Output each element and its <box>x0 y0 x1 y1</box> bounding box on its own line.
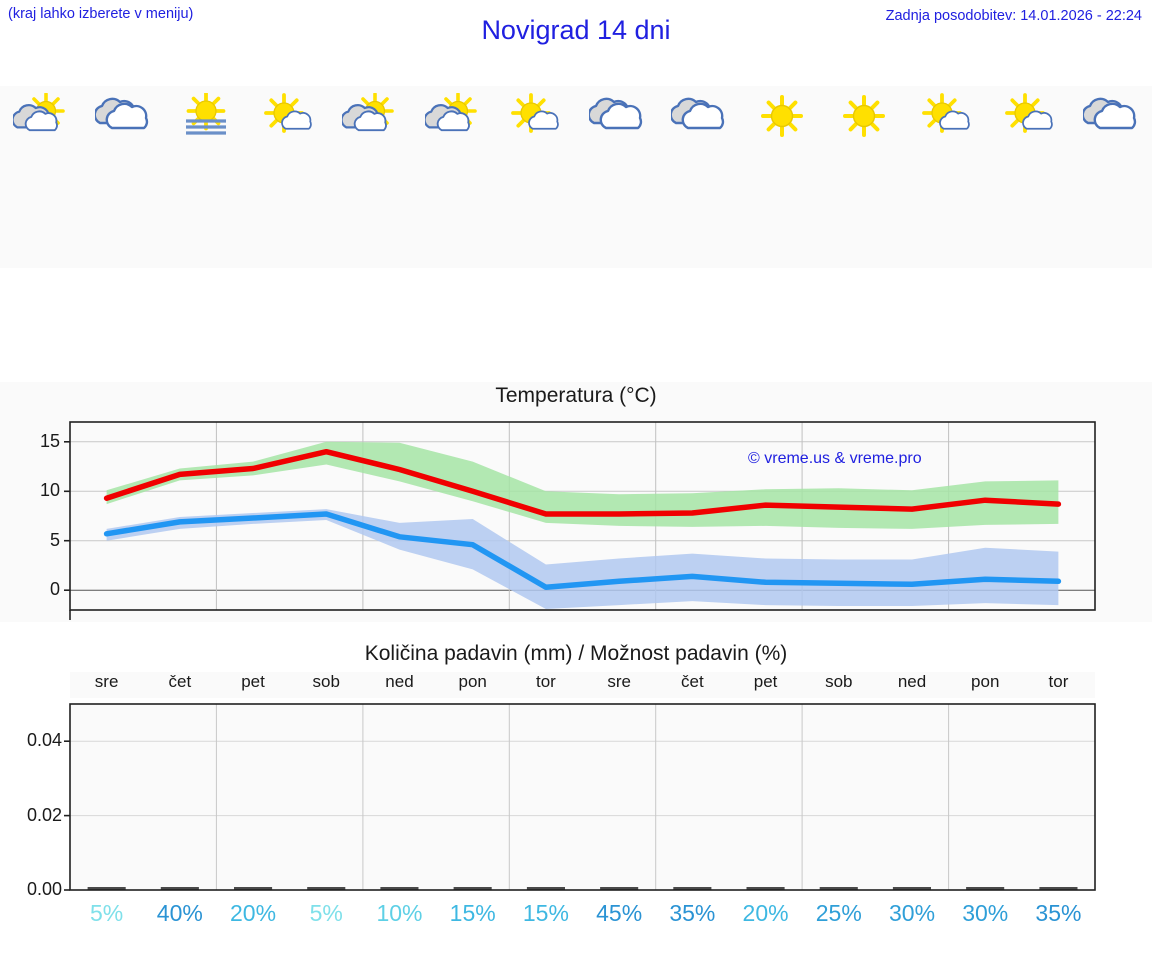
page-header: (kraj lahko izberete v meniju) Novigrad … <box>0 0 1152 60</box>
precipitation-y-tick-label: 0.00 <box>26 879 62 899</box>
page-title: Novigrad 14 dni <box>481 15 671 45</box>
temperature-y-tick-label: 5 <box>49 529 60 550</box>
sun-small-cloud-icon <box>247 93 329 139</box>
temperature-y-tick-label: 15 <box>39 430 60 451</box>
last-updated-label: Zadnja posodobitev: 14.01.2026 - 22:24 <box>885 8 1142 24</box>
day-column[interactable] <box>741 86 823 268</box>
temperature-y-tick-label: 0 <box>49 579 60 600</box>
day-column[interactable] <box>247 86 329 268</box>
cloudy-icon <box>658 93 740 139</box>
sunny-icon <box>823 93 905 139</box>
day-name <box>905 86 987 90</box>
day-column[interactable] <box>82 86 164 268</box>
location-menu-hint: (kraj lahko izberete v meniju) <box>8 6 194 22</box>
day-name <box>1070 86 1152 90</box>
day-column[interactable] <box>329 86 411 268</box>
sun-small-cloud-icon <box>905 93 987 139</box>
cloudy-icon <box>576 93 658 139</box>
temperature-chart: Temperatura (°C) 0 5 10 15 © vreme.us & vre… <box>0 382 1152 622</box>
precipitation-probability: 30% <box>888 900 936 926</box>
sun-behind-cloud-icon <box>329 93 411 139</box>
day-name <box>329 86 411 90</box>
precipitation-probability: 5% <box>309 900 343 926</box>
precipitation-day-label: pon <box>458 672 487 691</box>
cloudy-icon <box>82 93 164 139</box>
precipitation-probability: 35% <box>1035 900 1082 926</box>
day-name <box>741 86 823 90</box>
precipitation-plot-area <box>64 703 1096 891</box>
day-name <box>82 86 164 90</box>
precipitation-day-label: čet <box>168 672 192 691</box>
precipitation-probability: 30% <box>962 900 1009 926</box>
precipitation-probability: 15% <box>449 900 496 926</box>
day-name <box>823 86 905 90</box>
day-column[interactable] <box>411 86 493 268</box>
precipitation-probability: 40% <box>156 900 203 926</box>
day-column[interactable] <box>905 86 987 268</box>
precipitation-probability: 20% <box>742 900 789 926</box>
precipitation-day-label: sob <box>825 672 853 691</box>
day-name <box>658 86 740 90</box>
temperature-chart-title: Temperatura (°C) <box>495 384 657 407</box>
day-column[interactable] <box>1070 86 1152 268</box>
day-name <box>576 86 658 90</box>
sun-small-cloud-icon <box>494 93 576 139</box>
sun-with-fog-icon <box>165 93 247 139</box>
day-column[interactable] <box>0 86 82 268</box>
precipitation-probability: 45% <box>596 900 643 926</box>
precipitation-day-label: sob <box>312 672 340 691</box>
daily-forecast-strip <box>0 86 1152 268</box>
sun-behind-cloud-icon <box>0 93 82 139</box>
cloudy-icon <box>1070 93 1152 139</box>
precipitation-day-label: sre <box>94 672 119 691</box>
precipitation-probability: 25% <box>815 900 862 926</box>
precipitation-day-labels: sre čet pet sob ned pon tor sre čet pet sob ned pon t… <box>70 672 1095 698</box>
temperature-plot-area <box>64 421 1096 620</box>
day-name <box>987 86 1069 90</box>
day-column[interactable] <box>165 86 247 268</box>
precipitation-day-label: tor <box>536 672 556 691</box>
precipitation-day-label: tor <box>1048 672 1069 691</box>
day-name <box>494 86 576 90</box>
precipitation-day-label: čet <box>681 672 704 691</box>
precipitation-probability: 15% <box>522 900 569 926</box>
precipitation-day-label: pet <box>241 672 265 691</box>
day-name <box>165 86 247 90</box>
precipitation-y-tick-label: 0.02 <box>26 804 62 825</box>
day-name <box>0 86 82 90</box>
day-column[interactable] <box>576 86 658 268</box>
day-column[interactable] <box>823 86 905 268</box>
precipitation-probability: 5% <box>89 900 124 926</box>
precipitation-probability: 20% <box>230 900 277 926</box>
day-name <box>247 86 329 90</box>
precipitation-day-label: ned <box>897 672 927 691</box>
precipitation-day-label: ned <box>385 672 414 691</box>
temperature-y-tick-label: 10 <box>39 480 60 501</box>
precipitation-chart: Količina padavin (mm) / Možnost padavin … <box>0 642 1152 932</box>
day-column[interactable] <box>658 86 740 268</box>
day-column[interactable] <box>987 86 1069 268</box>
precipitation-chart-title: Količina padavin (mm) / Možnost padavin … <box>364 642 788 665</box>
precipitation-probability-row: 5% 40% 20% 5% 10% 15% 15% 45% 35% 20% 25% 30% 30% 35% <box>70 900 1095 934</box>
sun-behind-cloud-icon <box>411 93 493 139</box>
precipitation-day-label: sre <box>607 672 631 691</box>
precipitation-probability: 35% <box>669 900 716 926</box>
sun-small-cloud-icon <box>987 93 1069 139</box>
precipitation-probability: 10% <box>376 900 423 926</box>
day-column[interactable] <box>494 86 576 268</box>
precipitation-day-label: pon <box>971 672 1000 691</box>
precipitation-y-tick-label: 0.04 <box>26 730 62 751</box>
day-name <box>411 86 493 90</box>
precipitation-day-label: pet <box>753 672 778 691</box>
sunny-icon <box>741 93 823 139</box>
copyright-label: © vreme.us & vreme.pro <box>748 450 922 467</box>
